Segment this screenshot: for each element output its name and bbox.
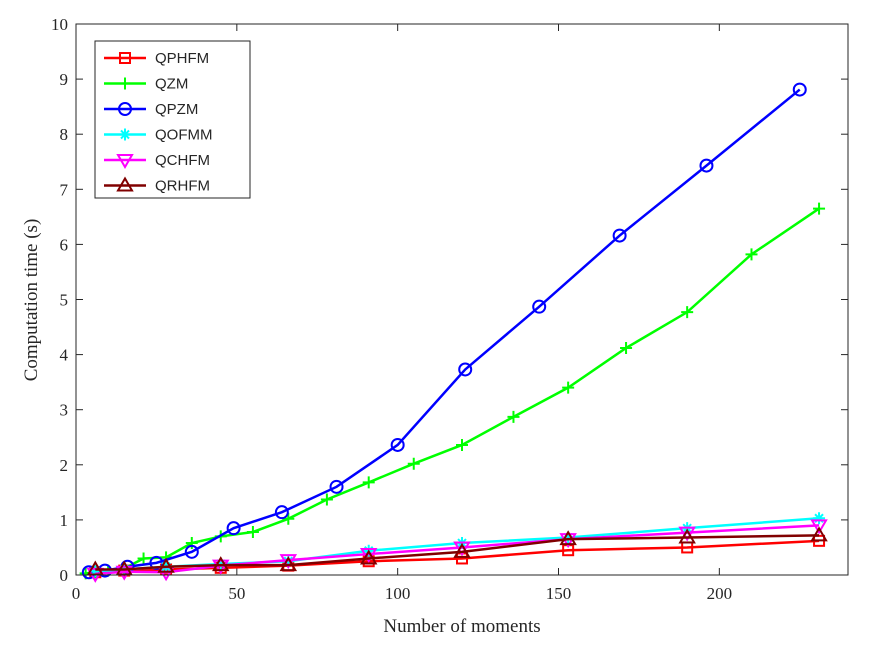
y-tick-label: 4	[60, 346, 69, 365]
legend-label: QZM	[155, 76, 188, 93]
data-point	[678, 528, 696, 544]
data-point	[279, 556, 298, 572]
legend-entry: QPHFM	[104, 50, 209, 67]
data-point	[118, 102, 132, 116]
data-point	[115, 565, 133, 581]
data-point	[813, 512, 826, 525]
data-point	[86, 560, 105, 576]
data-point	[620, 341, 633, 354]
series-qzm	[79, 202, 826, 580]
data-point	[810, 526, 828, 542]
data-point	[810, 519, 828, 535]
data-point	[274, 505, 289, 520]
legend-box	[94, 40, 251, 199]
series-line	[85, 207, 820, 575]
data-point	[456, 438, 468, 451]
legend-entry: QPZM	[104, 101, 198, 118]
x-axis-label: Number of moments	[383, 616, 540, 637]
legend-entry: QRHFM	[104, 176, 210, 195]
x-tick-label: 100	[385, 584, 411, 603]
y-tick-label: 1	[60, 511, 69, 530]
series-qchfm	[86, 519, 828, 583]
data-point	[532, 299, 547, 314]
data-point	[212, 556, 230, 572]
data-point	[116, 176, 134, 192]
data-point	[185, 537, 198, 550]
data-point	[453, 542, 471, 558]
y-tick-label: 3	[60, 401, 69, 420]
y-tick-label: 8	[60, 125, 69, 144]
data-point	[157, 557, 175, 573]
series-line	[95, 539, 820, 574]
data-point	[390, 437, 405, 452]
data-point	[559, 530, 577, 546]
y-tick-label: 5	[60, 291, 69, 310]
legend-label: QCHFM	[155, 152, 210, 169]
plot-frame	[75, 23, 849, 576]
series-line	[95, 534, 820, 571]
data-point	[562, 381, 575, 394]
data-point	[226, 521, 241, 536]
data-point	[792, 82, 807, 97]
legend-label: QOFMM	[155, 127, 213, 144]
x-tick-label: 50	[228, 584, 245, 603]
data-point	[212, 559, 230, 575]
data-point	[359, 549, 378, 565]
data-point	[246, 526, 259, 539]
data-point	[745, 248, 758, 261]
legend-entry: QOFMM	[104, 127, 213, 144]
data-point	[699, 158, 714, 173]
data-point	[681, 306, 694, 319]
data-point	[116, 154, 134, 169]
data-point	[813, 202, 826, 215]
x-tick-label: 150	[546, 584, 572, 603]
data-point	[115, 560, 133, 576]
y-tick-label: 0	[60, 566, 69, 585]
legend: QPHFM QZM QPZM QOFMM QCHFM QRHFM	[94, 40, 251, 199]
data-point	[612, 228, 627, 243]
data-point	[562, 531, 575, 544]
y-tick-label: 9	[60, 70, 69, 89]
legend-entry: QZM	[104, 76, 188, 93]
data-point	[119, 77, 131, 90]
legend-label: QRHFM	[155, 178, 210, 195]
legend-label: QPHFM	[155, 50, 209, 67]
data-point	[407, 457, 420, 470]
y-tick-label: 7	[60, 180, 69, 199]
data-point	[89, 565, 102, 578]
y-tick-label: 6	[60, 235, 69, 254]
data-point	[678, 526, 696, 542]
data-point	[359, 548, 378, 564]
y-tick-label: 2	[60, 456, 69, 475]
data-point	[119, 128, 131, 141]
data-point	[507, 410, 520, 423]
y-axis-label: Computation time (s)	[21, 219, 42, 382]
data-point	[119, 52, 131, 64]
series-line	[95, 524, 820, 576]
data-point	[320, 493, 333, 506]
x-tick-label: 0	[72, 584, 81, 603]
data-point	[329, 479, 344, 494]
data-point	[279, 554, 298, 570]
data-point	[184, 544, 199, 559]
legend-entry: QCHFM	[104, 152, 210, 169]
data-point	[453, 541, 471, 557]
x-tick-label: 200	[707, 584, 733, 603]
data-point	[458, 362, 473, 377]
legend-label: QPZM	[155, 101, 198, 118]
series-qrhfm	[86, 526, 828, 576]
data-point	[137, 552, 150, 565]
y-tick-label: 10	[51, 15, 68, 34]
data-point	[362, 476, 375, 489]
